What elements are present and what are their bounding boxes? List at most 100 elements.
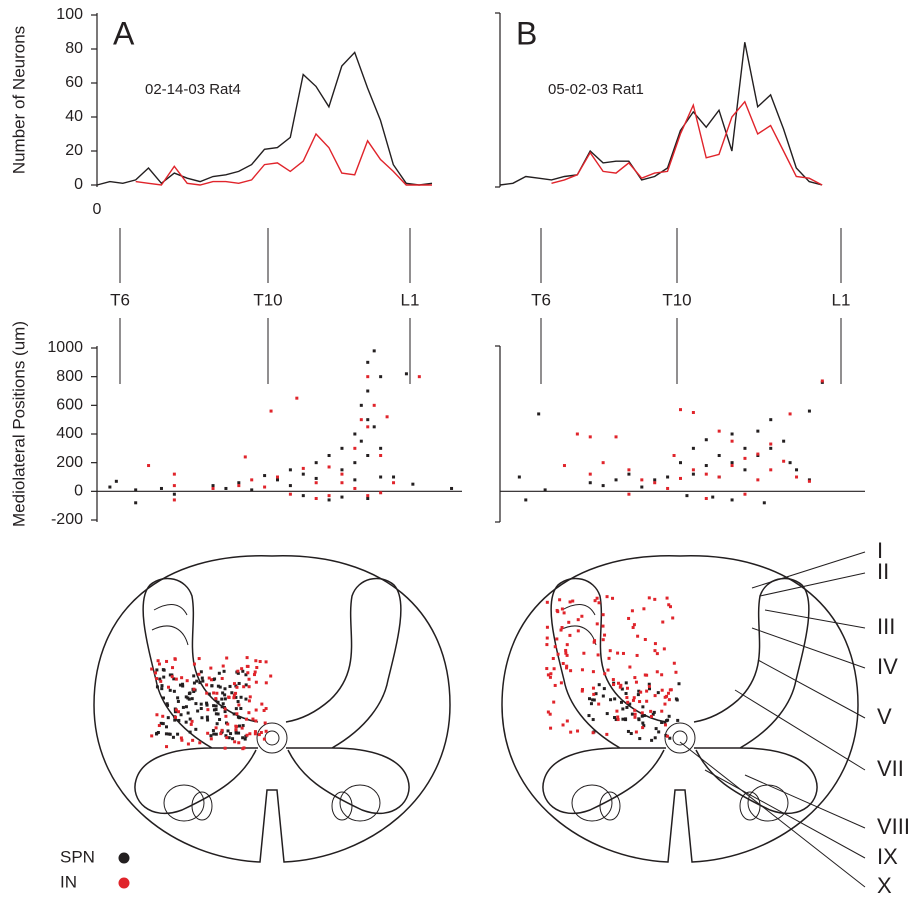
cell-dot	[591, 698, 595, 702]
cell-dot	[653, 694, 657, 698]
cell-dot	[616, 715, 620, 719]
cell-dot	[233, 740, 237, 744]
cell-dot	[254, 708, 258, 712]
cell-dot	[620, 687, 624, 691]
point	[327, 494, 331, 498]
cell-dot	[177, 718, 181, 722]
point	[666, 486, 670, 490]
cell-dot	[184, 705, 188, 709]
cell-dot	[216, 684, 220, 688]
point	[704, 497, 708, 500]
point	[237, 484, 241, 488]
legend-label: SPN	[60, 847, 95, 866]
segment-label: L1	[832, 290, 851, 309]
cell-dot	[614, 718, 618, 722]
spinal-cord-diagrams	[93, 555, 859, 863]
cell-dot	[556, 652, 560, 656]
cell-dot	[635, 653, 639, 657]
cell-dot	[669, 688, 673, 692]
cell-dot	[155, 685, 159, 689]
cell-dot	[246, 671, 250, 675]
cell-dot	[592, 698, 596, 702]
cell-dot	[180, 738, 184, 742]
y-tick-label: 60	[65, 74, 83, 91]
cell-dot	[236, 700, 240, 704]
cell-dot	[247, 699, 251, 703]
point	[172, 498, 176, 502]
cell-dot	[237, 741, 241, 745]
cell-dot	[592, 640, 596, 644]
cell-dot	[624, 691, 628, 695]
cell-dot	[671, 616, 675, 620]
cell-dot	[677, 682, 681, 686]
point	[366, 360, 370, 364]
y-axis-label: Number of Neurons	[9, 26, 28, 174]
cell-dot	[156, 731, 160, 735]
grey-matter	[134, 577, 259, 815]
cell-dot	[602, 687, 606, 691]
cell-dot	[156, 659, 160, 663]
cell-dot	[157, 662, 161, 666]
cell-dot	[234, 728, 238, 732]
leader-line	[704, 769, 866, 859]
cell-dot	[264, 729, 268, 733]
cell-dot	[545, 600, 549, 604]
cell-dot	[179, 713, 183, 717]
point	[159, 486, 163, 490]
cell-dot	[226, 722, 230, 726]
cell-dot	[632, 696, 636, 700]
cell-dot	[653, 736, 657, 740]
cell-dot	[251, 717, 255, 721]
cell-dot	[221, 691, 225, 695]
cell-dot	[247, 685, 251, 689]
cell-dot	[642, 607, 646, 611]
cell-dot	[592, 692, 596, 696]
cell-dot	[239, 707, 243, 711]
point	[691, 446, 695, 450]
point	[730, 432, 734, 436]
cell-dot	[565, 719, 569, 723]
cell-dot	[216, 712, 220, 716]
y-tick-label: 40	[65, 108, 83, 125]
point	[250, 488, 254, 492]
point	[404, 372, 408, 376]
point	[379, 446, 383, 450]
cell-dot	[625, 696, 629, 700]
cell-dot	[196, 709, 200, 713]
cell-dot	[161, 714, 165, 718]
cell-dot	[597, 702, 601, 706]
cell-dot	[165, 702, 169, 706]
y-axis-label: Mediolateral Positions (um)	[9, 321, 28, 527]
point	[807, 479, 811, 483]
cell-dot	[201, 679, 205, 683]
point	[691, 411, 695, 414]
point	[237, 481, 241, 485]
point	[359, 439, 363, 443]
point	[327, 454, 331, 457]
cell-dot	[605, 595, 609, 599]
cell-dot	[213, 677, 217, 681]
cell-dot	[232, 682, 236, 686]
cell-dot	[657, 730, 661, 734]
cell-dot	[190, 697, 194, 701]
cell-dot	[262, 708, 266, 712]
cell-dot	[237, 681, 241, 685]
cell-dot	[675, 698, 679, 702]
cell-dot	[593, 599, 597, 603]
point	[672, 454, 676, 457]
cell-dot	[155, 713, 159, 717]
cell-dot	[259, 731, 263, 735]
point	[762, 501, 766, 505]
cell-dot	[258, 660, 262, 664]
point	[379, 475, 383, 479]
cell-dot	[569, 669, 573, 673]
motor-pool	[739, 791, 761, 821]
cell-dot	[649, 715, 653, 719]
point	[379, 454, 383, 457]
cell-dot	[565, 664, 569, 668]
cell-dot	[188, 717, 192, 721]
cell-dot	[166, 685, 170, 689]
y-tick-label: 100	[56, 6, 83, 23]
point	[711, 495, 715, 499]
cell-dot	[264, 660, 268, 664]
